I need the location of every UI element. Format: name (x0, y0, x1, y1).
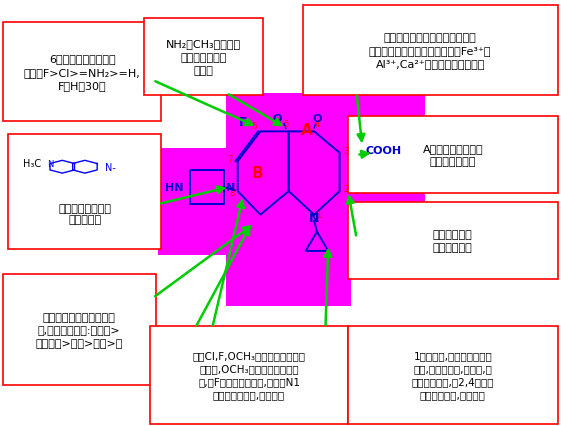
FancyBboxPatch shape (348, 202, 558, 279)
FancyBboxPatch shape (226, 94, 424, 256)
Text: O: O (273, 113, 282, 124)
Text: A: A (301, 122, 313, 138)
Text: 4: 4 (314, 120, 320, 129)
FancyBboxPatch shape (348, 117, 558, 194)
FancyBboxPatch shape (150, 326, 348, 424)
Text: NH₂或CH₃取代，抗
革兰氏阴性菌活
性增加: NH₂或CH₃取代，抗 革兰氏阴性菌活 性增加 (166, 39, 241, 76)
Text: 氧及羧基对活性是不可缺少的，
被其它基团取代时活性消失，与Fe³⁺，
Al³⁺,Ca²⁺等络合产生副作用。: 氧及羧基对活性是不可缺少的， 被其它基团取代时活性消失，与Fe³⁺， Al³⁺,… (369, 33, 491, 69)
Text: 5: 5 (283, 120, 289, 129)
FancyBboxPatch shape (8, 134, 161, 249)
Text: B: B (252, 166, 263, 181)
Text: 引入Cl,F,OCH₃取代可降低最小抑
菌浓度,OCH₃取代抗厌氧活性增
加,但F取代光毒性增加,也可与N1
形成环状取代基,如吗啉环: 引入Cl,F,OCH₃取代可降低最小抑 菌浓度,OCH₃取代抗厌氧活性增 加,但… (192, 350, 306, 400)
Text: N: N (309, 212, 319, 225)
Text: H₃C: H₃C (23, 159, 41, 169)
FancyBboxPatch shape (3, 275, 156, 386)
Text: N-: N- (105, 162, 115, 173)
FancyBboxPatch shape (348, 326, 558, 424)
Text: 6位取代基对活性影响
很大，F>Cl>=NH₂>=H,
F比H大30倍: 6位取代基对活性影响 很大，F>Cl>=NH₂>=H, F比H大30倍 (24, 54, 140, 91)
FancyBboxPatch shape (3, 23, 161, 121)
Text: 3: 3 (344, 147, 349, 155)
Text: 引入取代基活
性消失或减弱: 引入取代基活 性消失或减弱 (433, 229, 473, 252)
Text: 6: 6 (251, 122, 256, 131)
FancyBboxPatch shape (158, 149, 226, 256)
Text: COOH: COOH (365, 145, 401, 155)
Text: F: F (239, 116, 248, 129)
Text: 8: 8 (229, 189, 235, 198)
Text: A基本母核，必须与
芳环或杂环并合: A基本母核，必须与 芳环或杂环并合 (422, 144, 483, 167)
FancyBboxPatch shape (226, 243, 351, 307)
Text: O: O (312, 113, 321, 124)
Text: 取代增加对革兰氏
阳性菌活性: 取代增加对革兰氏 阳性菌活性 (58, 203, 112, 225)
Text: 2: 2 (344, 185, 349, 194)
Text: 1: 1 (316, 210, 321, 219)
Text: HN: HN (165, 182, 184, 193)
Text: 引入取代基可明显增加活
性,其大小顺序为:哌嗪基>
二甲氨基>甲基>卤素>氢: 引入取代基可明显增加活 性,其大小顺序为:哌嗪基> 二甲氨基>甲基>卤素>氢 (36, 312, 123, 348)
Text: N: N (226, 182, 235, 193)
Text: 1位由烃基,环烃基取代增加
活性,其中以乙基,氟乙基,环
丙基取代为佳,用2,4二氟苯
基取代环丙基,活性增加: 1位由烃基,环烃基取代增加 活性,其中以乙基,氟乙基,环 丙基取代为佳,用2,4… (411, 350, 494, 400)
FancyBboxPatch shape (303, 6, 558, 96)
Text: N: N (47, 160, 53, 169)
FancyBboxPatch shape (144, 19, 263, 96)
Text: 7: 7 (227, 155, 233, 164)
